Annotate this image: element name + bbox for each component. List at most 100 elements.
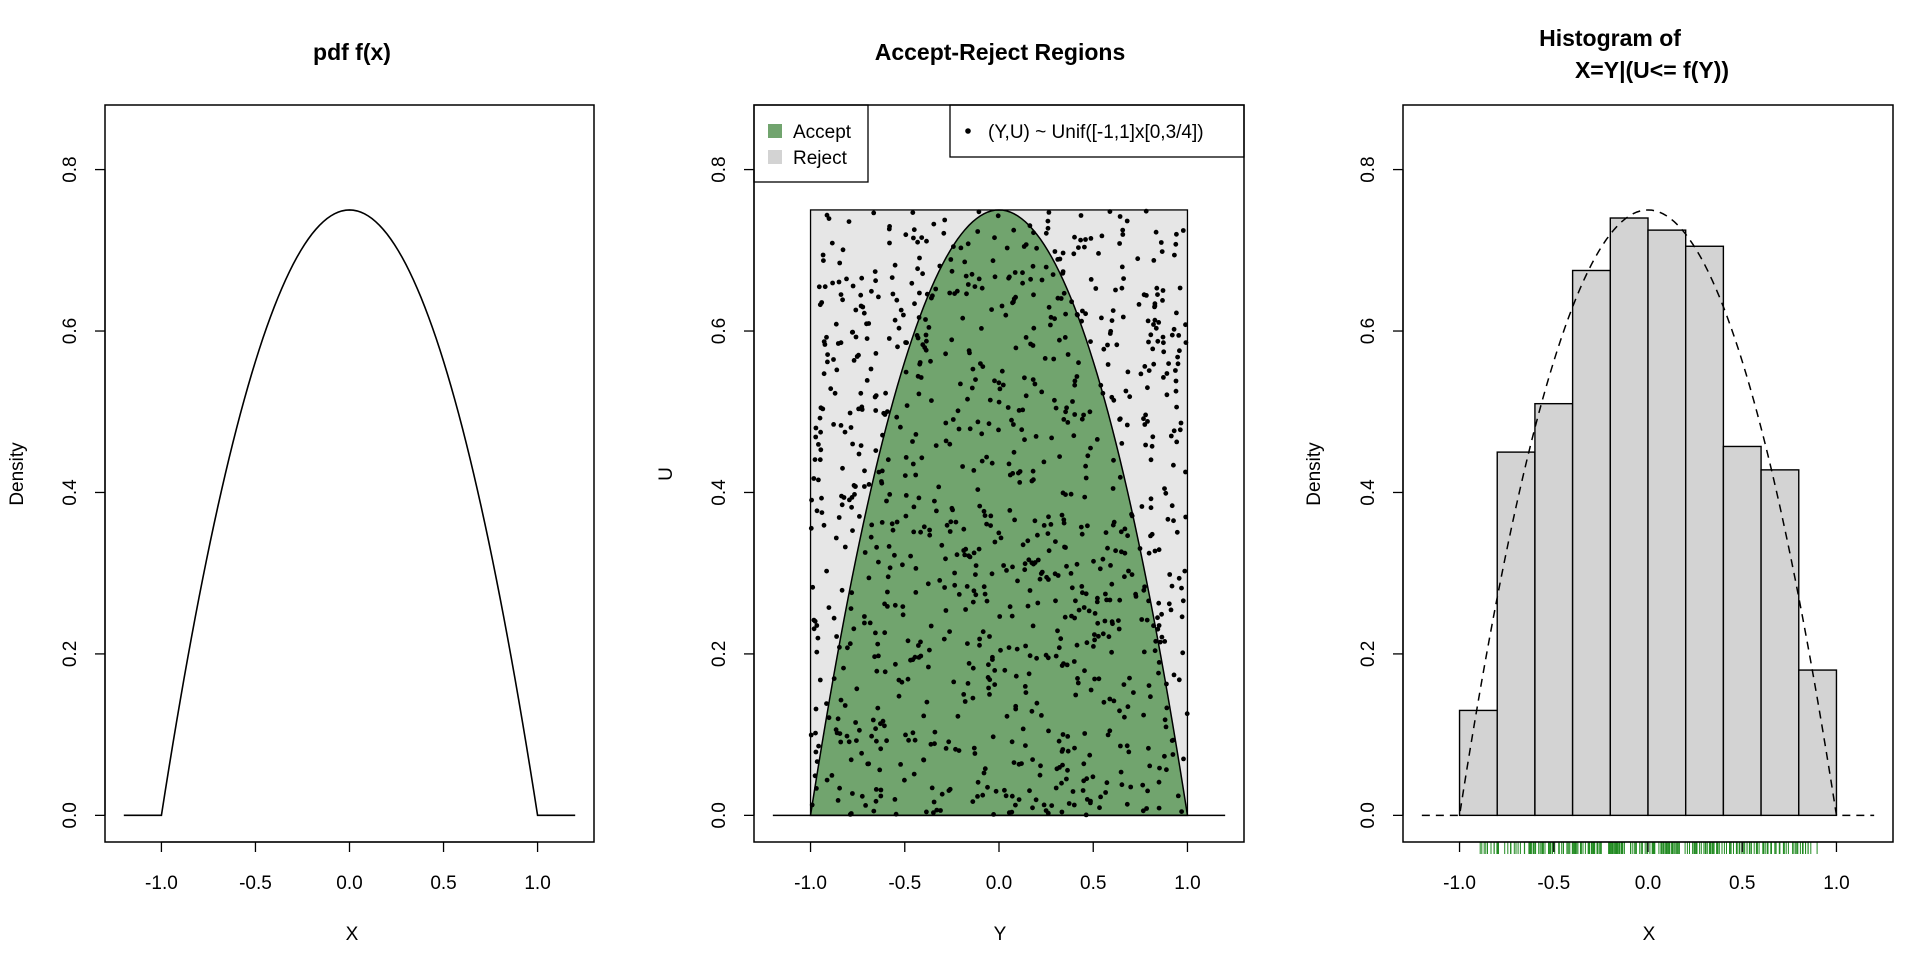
sample-point (970, 695, 976, 701)
sample-point (894, 297, 900, 303)
sample-point (919, 455, 925, 461)
rug-layer (1479, 842, 1818, 854)
accept-reject-panel: Accept-Reject Regions Y U Accept Reject (Y… (656, 39, 1245, 945)
sample-point (1159, 634, 1165, 640)
sample-point (1005, 405, 1011, 410)
sample-point (924, 238, 929, 244)
y-tick-label: 0.4 (709, 479, 730, 506)
sample-point (993, 788, 999, 794)
sample-point (1056, 645, 1062, 651)
sample-point (856, 352, 861, 358)
sample-point (975, 794, 980, 799)
sample-point (814, 786, 819, 791)
sample-point (925, 581, 931, 587)
sample-point (1156, 547, 1162, 553)
legend-points: (Y,U) ~ Unif([-1,1]x[0,3/4]) (949, 104, 1245, 158)
sample-point (878, 787, 884, 793)
sample-point (1034, 655, 1039, 661)
sample-point (938, 808, 943, 813)
sample-point (1033, 797, 1039, 803)
sample-point (953, 519, 959, 525)
sample-point (1060, 762, 1065, 768)
sample-point (1109, 394, 1115, 400)
sample-point (1049, 435, 1054, 441)
y-tick-label: 0.2 (1358, 641, 1379, 667)
sample-point (1117, 597, 1123, 603)
sample-point (955, 408, 961, 414)
sample-point (902, 473, 908, 478)
sample-point (933, 443, 939, 448)
sample-point (1046, 728, 1051, 734)
sample-point (809, 802, 815, 808)
sample-point (979, 326, 984, 331)
sample-point (873, 726, 878, 732)
sample-point (1151, 623, 1156, 629)
sample-point (848, 606, 854, 611)
sample-point (1148, 496, 1154, 502)
sample-point (838, 697, 844, 703)
sample-point (970, 366, 976, 372)
sample-point (1147, 763, 1153, 769)
sample-point (1007, 604, 1013, 610)
sample-point (1016, 470, 1021, 476)
sample-point (1030, 468, 1036, 474)
sample-point (1022, 567, 1028, 573)
sample-point (853, 307, 859, 313)
sample-point (1120, 314, 1126, 320)
sample-point (833, 321, 839, 327)
sample-point (868, 534, 874, 540)
sample-point (1083, 463, 1088, 469)
sample-point (1071, 802, 1077, 808)
sample-point (1078, 524, 1084, 530)
sample-point (833, 535, 839, 541)
sample-point (951, 244, 956, 250)
sample-point (909, 280, 915, 286)
sample-point (874, 738, 879, 744)
sample-point (1045, 655, 1051, 661)
sample-point (918, 639, 923, 645)
sample-point (1179, 614, 1185, 620)
sample-point (873, 408, 879, 413)
sample-point (1022, 437, 1027, 443)
sample-point (1166, 601, 1172, 607)
sample-point (1037, 576, 1043, 582)
sample-point (847, 410, 853, 416)
sample-point (989, 460, 995, 466)
sample-point (842, 544, 848, 550)
sample-point (1169, 503, 1175, 509)
sample-point (986, 685, 991, 691)
sample-point (1057, 256, 1063, 262)
sample-point (949, 268, 955, 274)
sample-point (875, 641, 881, 647)
sample-point (947, 529, 953, 534)
sample-point (1142, 364, 1148, 369)
sample-point (1004, 713, 1010, 719)
sample-point (867, 620, 873, 626)
sample-point (1088, 445, 1093, 451)
sample-point (954, 552, 960, 558)
sample-point (892, 552, 897, 558)
sample-point (1052, 249, 1058, 254)
sample-point (1056, 738, 1062, 744)
sample-point (1160, 298, 1165, 303)
sample-point (812, 618, 818, 624)
sample-point (1014, 646, 1020, 652)
sample-point (860, 304, 866, 310)
sample-point (1107, 209, 1113, 215)
sample-point (818, 429, 823, 435)
histogram-bar (1722, 445, 1762, 817)
sample-point (1023, 690, 1029, 695)
sample-point (916, 315, 922, 320)
sample-point (1161, 349, 1167, 355)
sample-point (1152, 304, 1157, 310)
sample-point (885, 604, 890, 609)
sample-point (1118, 743, 1123, 749)
sample-point (813, 730, 818, 736)
sample-point (970, 665, 976, 671)
sample-point (958, 245, 964, 251)
sample-point (899, 679, 905, 685)
sample-point (1011, 296, 1017, 302)
sample-point (1059, 780, 1064, 786)
sample-point (977, 503, 983, 509)
sample-point (995, 213, 1001, 219)
